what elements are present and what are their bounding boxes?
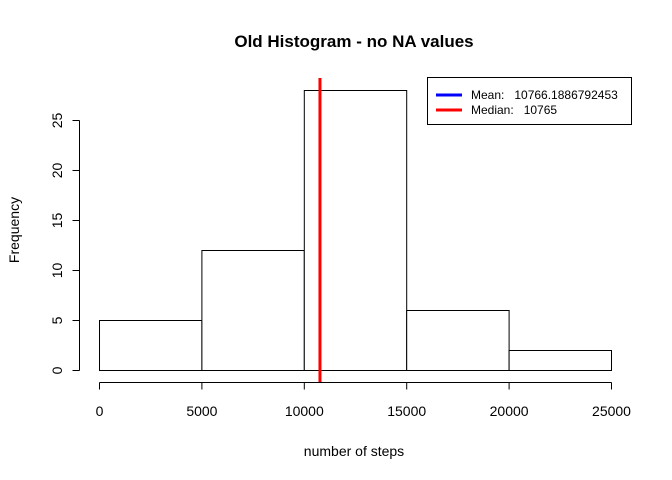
x-tick-label-3: 15000 bbox=[387, 403, 426, 419]
x-axis: 0 5000 10000 15000 20000 25000 bbox=[96, 382, 631, 419]
x-tick-label-1: 5000 bbox=[186, 403, 217, 419]
legend-label-0: Mean: 10766.1886792453 bbox=[471, 88, 618, 102]
legend-label-1: Median: 10765 bbox=[471, 103, 557, 117]
y-axis-label: Frequency bbox=[6, 197, 22, 263]
histogram-bar-0 bbox=[99, 320, 203, 371]
x-tick-label-2: 10000 bbox=[285, 403, 324, 419]
x-axis-label: number of steps bbox=[304, 443, 404, 459]
histogram-bars bbox=[99, 90, 613, 371]
y-tick-label-3: 15 bbox=[49, 213, 65, 229]
y-tick-label-5: 25 bbox=[49, 113, 65, 129]
histogram-bar-1 bbox=[201, 250, 305, 371]
chart-title: Old Histogram - no NA values bbox=[234, 32, 473, 51]
y-tick-label-0: 0 bbox=[49, 366, 65, 374]
x-tick-label-0: 0 bbox=[96, 403, 104, 419]
y-axis: 0 5 10 15 20 25 bbox=[49, 113, 80, 374]
y-tick-label-2: 10 bbox=[49, 263, 65, 279]
y-tick-label-4: 20 bbox=[49, 163, 65, 179]
histogram-bar-3 bbox=[406, 310, 510, 371]
y-tick-label-1: 5 bbox=[49, 316, 65, 324]
x-tick-label-4: 20000 bbox=[490, 403, 529, 419]
x-tick-label-5: 25000 bbox=[592, 403, 631, 419]
histogram-bar-4 bbox=[508, 350, 613, 371]
legend-box bbox=[427, 77, 632, 125]
